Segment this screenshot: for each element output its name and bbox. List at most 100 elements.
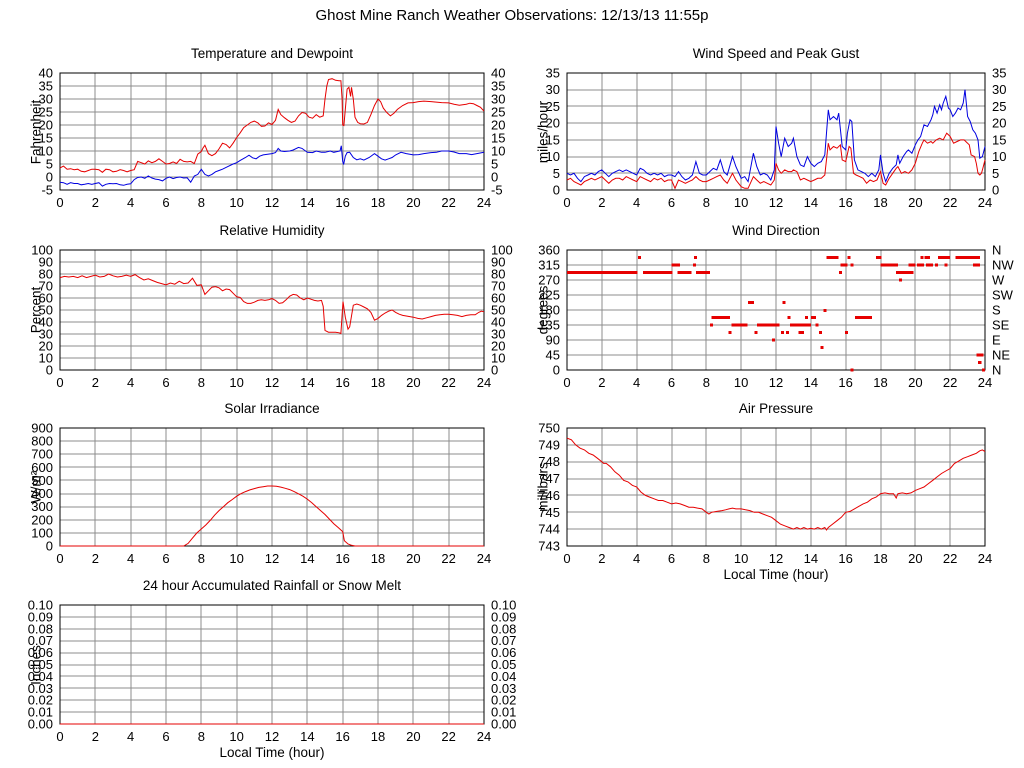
svg-text:22: 22 (441, 375, 455, 390)
svg-text:16: 16 (335, 195, 349, 210)
svg-text:22: 22 (441, 729, 455, 744)
svg-text:10: 10 (734, 195, 748, 210)
svg-text:2: 2 (92, 375, 99, 390)
svg-text:25: 25 (992, 99, 1006, 114)
svg-text:0.04: 0.04 (28, 669, 53, 684)
svg-text:0: 0 (563, 551, 570, 566)
svg-text:8: 8 (703, 551, 710, 566)
svg-text:0.09: 0.09 (491, 609, 516, 624)
svg-text:0.08: 0.08 (491, 621, 516, 636)
svg-text:22: 22 (441, 551, 455, 566)
svg-text:18: 18 (873, 195, 887, 210)
chart-solar-irradiance: Solar Irradiance W/m² 0 2 4 6 8 10 12 14 16 18 20 2… (29, 401, 492, 566)
svg-text:4: 4 (633, 375, 640, 390)
svg-text:6: 6 (668, 375, 675, 390)
svg-text:0.01: 0.01 (28, 705, 53, 720)
svg-text:80: 80 (491, 267, 505, 282)
svg-text:80: 80 (39, 267, 53, 282)
x-axis-label: Local Time (hour) (723, 567, 829, 582)
svg-text:5: 5 (46, 157, 53, 172)
chart-air-pressure: Air Pressure millibars Local Time (hour)… (536, 401, 993, 582)
svg-text:-5: -5 (41, 183, 53, 198)
chart-title: Wind Speed and Peak Gust (692, 46, 860, 61)
svg-text:0: 0 (56, 729, 63, 744)
svg-text:4: 4 (127, 551, 134, 566)
svg-text:22: 22 (943, 195, 957, 210)
svg-text:0: 0 (46, 539, 53, 554)
svg-text:90: 90 (491, 255, 505, 270)
chart-relative-humidity: Relative Humidity Percent 0 2 4 6 8 10 12 14 16 1… (29, 223, 513, 390)
svg-text:45: 45 (546, 348, 560, 363)
chart-rainfall: 24 hour Accumulated Rainfall or Snow Mel… (28, 578, 517, 760)
svg-text:5: 5 (553, 166, 560, 181)
svg-text:225: 225 (538, 288, 560, 303)
svg-text:18: 18 (371, 551, 385, 566)
svg-text:0: 0 (491, 363, 498, 378)
svg-text:30: 30 (39, 327, 53, 342)
svg-text:6: 6 (668, 195, 675, 210)
svg-text:E: E (992, 333, 1001, 348)
svg-text:0.05: 0.05 (28, 657, 53, 672)
svg-text:10: 10 (491, 144, 505, 159)
svg-text:0.10: 0.10 (491, 598, 516, 613)
svg-text:24: 24 (477, 551, 491, 566)
svg-text:2: 2 (92, 551, 99, 566)
svg-text:8: 8 (198, 195, 205, 210)
svg-text:747: 747 (538, 471, 560, 486)
x-axis-label: Local Time (hour) (219, 745, 325, 760)
svg-text:200: 200 (31, 512, 53, 527)
svg-text:15: 15 (992, 132, 1006, 147)
svg-text:360: 360 (538, 243, 560, 258)
plot-air-pressure: 0 2 4 6 8 10 12 14 16 18 20 22 247437447457467477487… (538, 421, 992, 567)
page-title: Ghost Mine Ranch Weather Observations: 1… (315, 7, 709, 24)
svg-text:0.02: 0.02 (491, 693, 516, 708)
svg-text:0: 0 (553, 363, 560, 378)
svg-text:600: 600 (31, 460, 53, 475)
svg-text:0: 0 (563, 375, 570, 390)
svg-text:35: 35 (546, 66, 560, 81)
svg-text:20: 20 (491, 118, 505, 133)
svg-text:24: 24 (978, 551, 992, 566)
svg-text:15: 15 (39, 131, 53, 146)
svg-text:749: 749 (538, 437, 560, 452)
chart-title: 24 hour Accumulated Rainfall or Snow Mel… (142, 578, 402, 593)
svg-text:SW: SW (992, 288, 1014, 303)
svg-text:35: 35 (491, 79, 505, 94)
svg-text:2: 2 (92, 729, 99, 744)
svg-text:24: 24 (978, 375, 992, 390)
svg-text:60: 60 (39, 291, 53, 306)
svg-text:100: 100 (31, 243, 53, 258)
svg-text:100: 100 (491, 243, 513, 258)
svg-text:0: 0 (56, 551, 63, 566)
svg-text:18: 18 (371, 729, 385, 744)
svg-text:900: 900 (31, 421, 53, 436)
svg-text:N: N (992, 243, 1001, 258)
svg-text:20: 20 (39, 118, 53, 133)
svg-text:0: 0 (563, 195, 570, 210)
svg-text:30: 30 (491, 92, 505, 107)
svg-text:10: 10 (39, 144, 53, 159)
svg-text:8: 8 (198, 729, 205, 744)
plot-solar-irradiance: 0 2 4 6 8 10 12 14 16 18 20 22 240100200300400500600… (31, 421, 491, 567)
svg-text:16: 16 (838, 375, 852, 390)
svg-text:50: 50 (491, 303, 505, 318)
svg-text:2: 2 (598, 551, 605, 566)
svg-text:12: 12 (265, 729, 279, 744)
svg-text:8: 8 (198, 551, 205, 566)
chart-wind-direction: Wind Direction degrees 0 2 4 6 8 10 12 14 16 18 20… (536, 223, 1015, 390)
svg-text:0: 0 (56, 375, 63, 390)
svg-text:746: 746 (538, 488, 560, 503)
svg-text:NE: NE (992, 348, 1010, 363)
svg-text:16: 16 (838, 551, 852, 566)
svg-text:22: 22 (943, 375, 957, 390)
svg-text:10: 10 (39, 351, 53, 366)
svg-text:0.08: 0.08 (28, 621, 53, 636)
svg-text:0.04: 0.04 (491, 669, 516, 684)
svg-text:10: 10 (546, 149, 560, 164)
svg-text:135: 135 (538, 318, 560, 333)
svg-text:100: 100 (31, 525, 53, 540)
svg-text:35: 35 (39, 79, 53, 94)
